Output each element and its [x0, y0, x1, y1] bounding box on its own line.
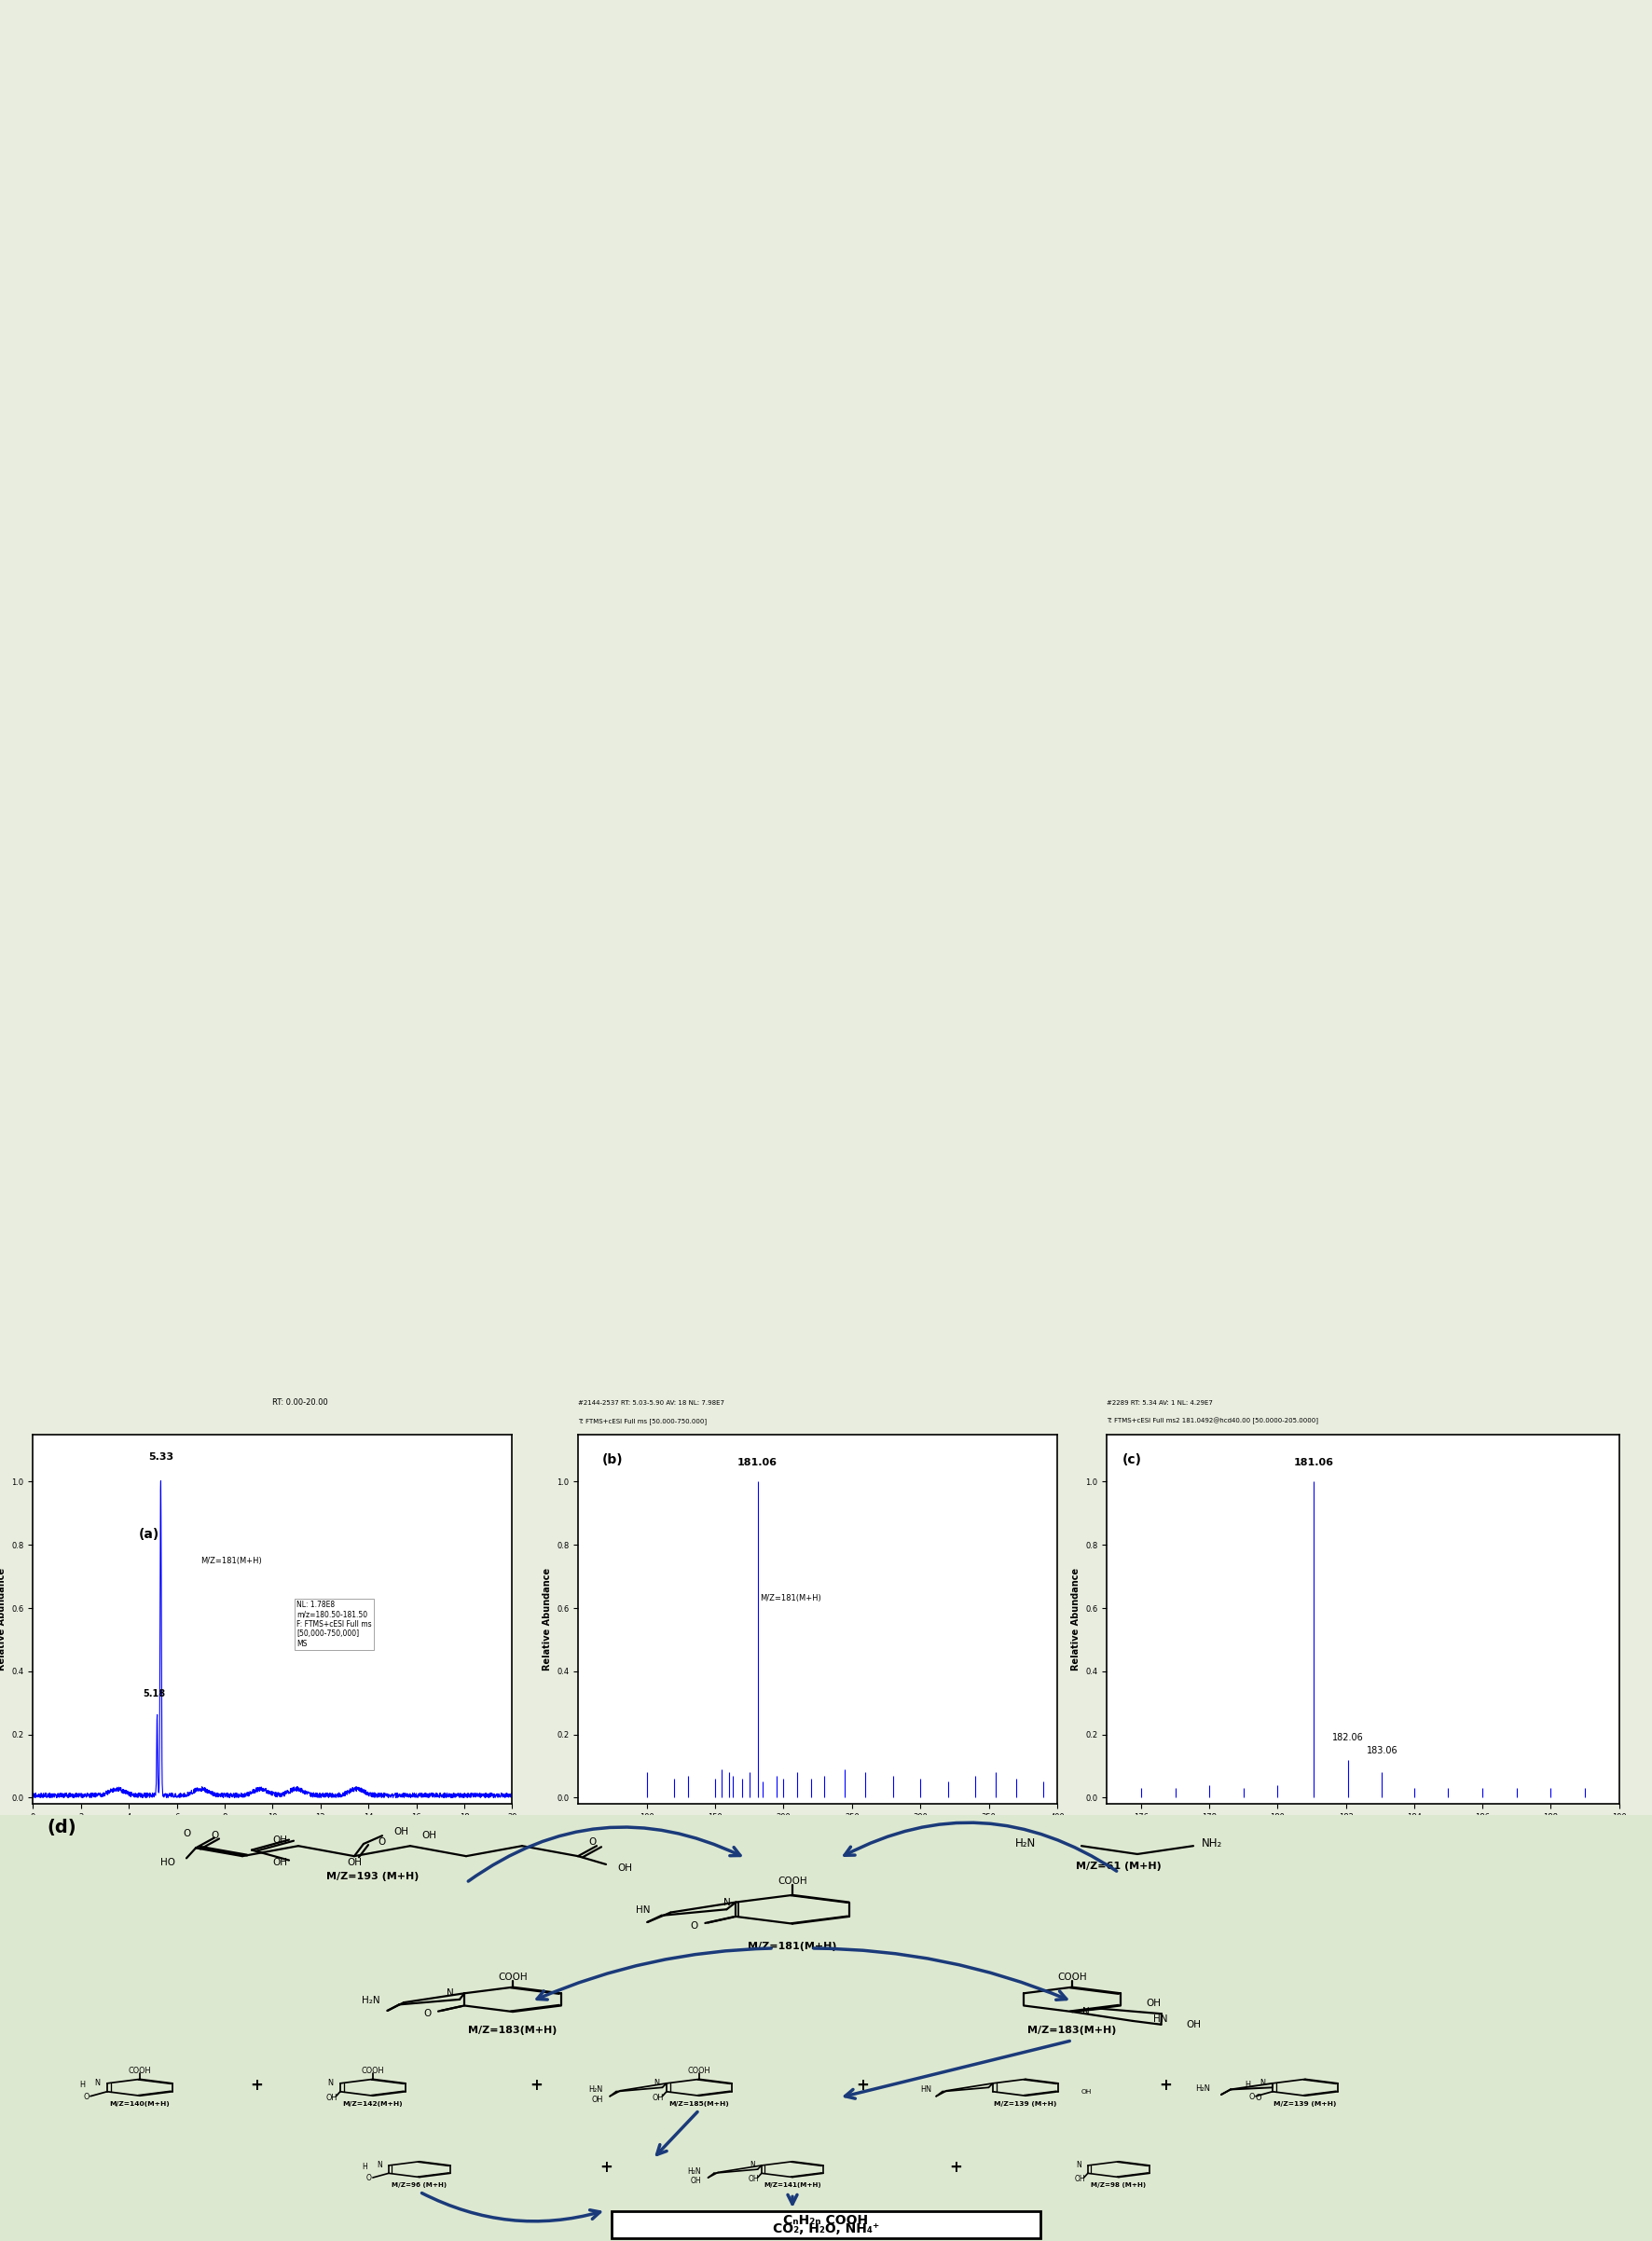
- X-axis label: m/z: m/z: [1353, 1826, 1373, 1835]
- Text: O: O: [210, 1831, 218, 1840]
- Text: (d): (d): [46, 1820, 76, 1835]
- Text: M/Z=139 (M+H): M/Z=139 (M+H): [995, 2102, 1057, 2107]
- Text: M/Z=61 (M+H): M/Z=61 (M+H): [1075, 1862, 1161, 1871]
- Text: H₂N: H₂N: [1194, 2084, 1209, 2093]
- Text: O: O: [183, 1829, 190, 1838]
- Text: NH₂: NH₂: [1201, 1838, 1222, 1849]
- Text: +: +: [600, 2158, 613, 2176]
- Text: N: N: [1075, 2160, 1080, 2169]
- Text: O: O: [83, 2093, 89, 2102]
- Text: COOH: COOH: [1057, 1972, 1087, 1981]
- Text: H₂N: H₂N: [687, 2167, 700, 2176]
- Text: O: O: [423, 2010, 431, 2019]
- Text: T: FTMS+cESI Full ms2 181.0492@hcd40.00 [50.0000-205.0000]: T: FTMS+cESI Full ms2 181.0492@hcd40.00 …: [1107, 1419, 1318, 1425]
- Text: COOH: COOH: [362, 2066, 385, 2075]
- Text: M/Z=139 (M+H): M/Z=139 (M+H): [1274, 2102, 1336, 2107]
- Text: N: N: [377, 2160, 382, 2169]
- Text: M/Z=183(M+H): M/Z=183(M+H): [1028, 2026, 1117, 2035]
- Text: O: O: [1256, 2093, 1262, 2102]
- Text: OH: OH: [1186, 2019, 1201, 2028]
- Text: COOH: COOH: [497, 1972, 527, 1981]
- Text: M/Z=185(M+H): M/Z=185(M+H): [669, 2102, 730, 2107]
- Text: N: N: [750, 2160, 755, 2169]
- Text: M/Z=183(M+H): M/Z=183(M+H): [468, 2026, 557, 2035]
- Y-axis label: Relative Abundance: Relative Abundance: [542, 1569, 552, 1670]
- Text: #2289 RT: 5.34 AV: 1 NL: 4.29E7: #2289 RT: 5.34 AV: 1 NL: 4.29E7: [1107, 1401, 1213, 1405]
- Text: OH: OH: [618, 1865, 633, 1873]
- Text: T: FTMS+cESI Full ms [50.000-750.000]: T: FTMS+cESI Full ms [50.000-750.000]: [578, 1419, 707, 1425]
- Text: HN: HN: [920, 2086, 932, 2093]
- Text: 5.18: 5.18: [142, 1690, 165, 1699]
- Text: RT: 0.00-20.00: RT: 0.00-20.00: [273, 1398, 329, 1407]
- Text: (c): (c): [1122, 1454, 1142, 1466]
- Y-axis label: Relative Abundance: Relative Abundance: [1070, 1569, 1080, 1670]
- Text: 183.06: 183.06: [1366, 1746, 1398, 1755]
- Text: OH: OH: [653, 2093, 664, 2102]
- Text: N: N: [724, 1898, 730, 1907]
- Text: (a): (a): [139, 1528, 159, 1540]
- Text: M/Z=193 (M+H): M/Z=193 (M+H): [327, 1871, 420, 1880]
- Text: OH: OH: [591, 2095, 603, 2104]
- Text: M/Z=96 (M+H): M/Z=96 (M+H): [392, 2183, 448, 2187]
- Text: OH: OH: [748, 2176, 758, 2183]
- Text: N: N: [654, 2080, 659, 2089]
- Text: M/Z=98 (M+H): M/Z=98 (M+H): [1092, 2183, 1146, 2187]
- Text: N: N: [94, 2080, 99, 2089]
- Text: 181.06: 181.06: [737, 1459, 778, 1468]
- Text: N: N: [327, 2080, 334, 2089]
- Text: N: N: [1082, 2008, 1090, 2017]
- Text: 181.06: 181.06: [1294, 1459, 1333, 1468]
- Text: +: +: [950, 2158, 961, 2176]
- Text: M/Z=141(M+H): M/Z=141(M+H): [763, 2183, 821, 2187]
- Text: OH: OH: [273, 1858, 287, 1867]
- Text: O: O: [588, 1838, 596, 1847]
- Text: HN: HN: [636, 1905, 649, 1916]
- Text: M/Z=140(M+H): M/Z=140(M+H): [109, 2102, 170, 2107]
- X-axis label: m/z: m/z: [808, 1826, 828, 1835]
- Text: +: +: [856, 2077, 869, 2093]
- Text: HO: HO: [160, 1858, 175, 1867]
- Text: 5.33: 5.33: [149, 1452, 173, 1461]
- Text: OH: OH: [325, 2093, 337, 2102]
- FancyBboxPatch shape: [611, 2212, 1041, 2239]
- Text: O: O: [367, 2174, 372, 2183]
- Text: +: +: [249, 2077, 263, 2093]
- Text: H₂N: H₂N: [588, 2086, 603, 2093]
- Text: OH: OH: [273, 1835, 287, 1844]
- Text: (b): (b): [601, 1454, 623, 1466]
- Text: OH: OH: [1074, 2176, 1085, 2183]
- Text: M/Z=142(M+H): M/Z=142(M+H): [342, 2102, 403, 2107]
- Text: CₙH₂ₙ COOH: CₙH₂ₙ COOH: [783, 2214, 869, 2228]
- Text: +: +: [530, 2077, 542, 2093]
- Y-axis label: Relative Abundance: Relative Abundance: [0, 1569, 7, 1670]
- Text: HN: HN: [1153, 2015, 1168, 2024]
- Text: N: N: [1259, 2080, 1265, 2089]
- X-axis label: Time (min): Time (min): [241, 1826, 304, 1835]
- Text: COOH: COOH: [687, 2066, 710, 2075]
- Text: COOH: COOH: [778, 1876, 808, 1885]
- Text: 182.06: 182.06: [1332, 1732, 1363, 1743]
- Text: M/Z=181(M+H): M/Z=181(M+H): [748, 1941, 838, 1952]
- Text: O: O: [691, 1921, 697, 1930]
- Text: +: +: [1160, 2077, 1171, 2093]
- Text: M/Z=181(M+H): M/Z=181(M+H): [202, 1557, 263, 1566]
- Text: O: O: [1249, 2093, 1254, 2102]
- Text: OH: OH: [393, 1826, 408, 1835]
- Text: CO₂, H₂O, NH₄⁺: CO₂, H₂O, NH₄⁺: [773, 2223, 879, 2234]
- Text: H: H: [1244, 2082, 1251, 2089]
- Text: M/Z=181(M+H): M/Z=181(M+H): [760, 1593, 821, 1602]
- Text: OH: OH: [691, 2176, 702, 2185]
- Text: H: H: [362, 2163, 367, 2172]
- Text: H₂N: H₂N: [1014, 1838, 1036, 1849]
- Text: H: H: [79, 2082, 84, 2089]
- Text: #2144-2537 RT: 5.03-5.90 AV: 18 NL: 7.98E7: #2144-2537 RT: 5.03-5.90 AV: 18 NL: 7.98…: [578, 1401, 725, 1405]
- Text: N: N: [446, 1988, 454, 1999]
- Text: COOH: COOH: [129, 2066, 152, 2075]
- Text: OH: OH: [347, 1858, 362, 1867]
- Text: OH: OH: [421, 1831, 436, 1840]
- Text: OH: OH: [1080, 2089, 1092, 2095]
- Text: O: O: [378, 1838, 387, 1847]
- Text: NL: 1.78E8
m/z=180.50-181.50
F: FTMS+cESI Full ms
[50,000-750,000]
MS: NL: 1.78E8 m/z=180.50-181.50 F: FTMS+cES…: [297, 1600, 372, 1647]
- Text: H₂N: H₂N: [362, 1997, 380, 2006]
- Text: OH: OH: [1146, 1999, 1161, 2008]
